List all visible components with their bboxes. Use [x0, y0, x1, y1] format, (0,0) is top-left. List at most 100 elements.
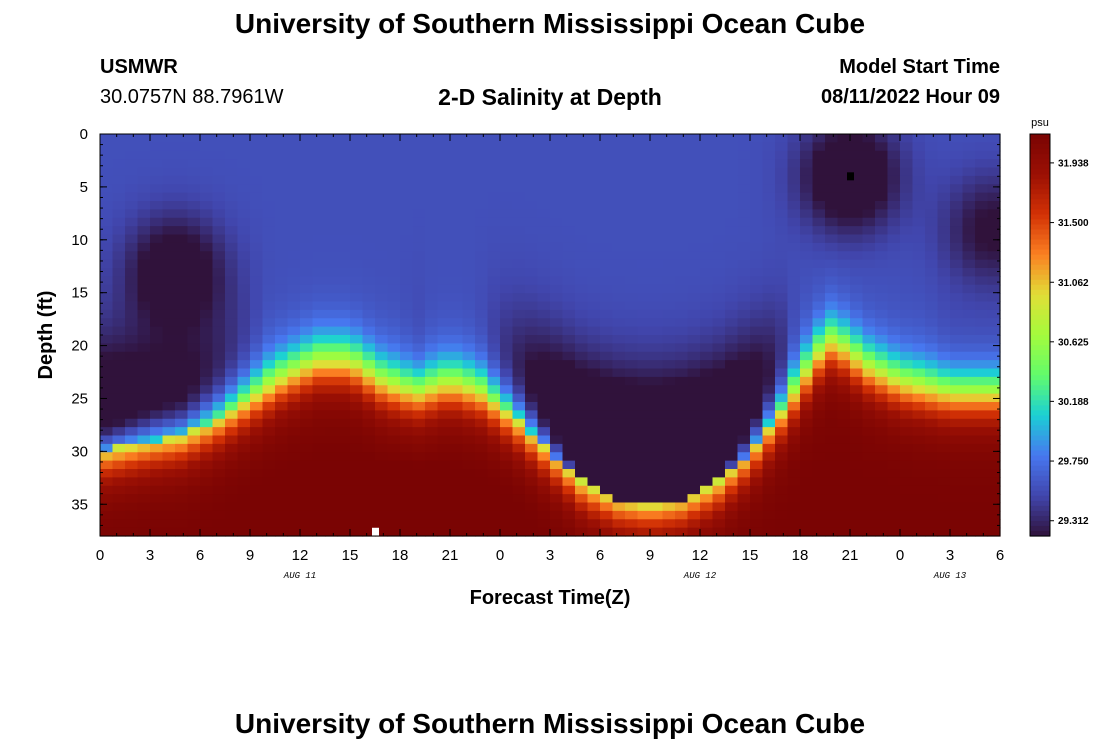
y-tick-label: 30 — [71, 443, 88, 460]
heatmap-cell — [162, 343, 176, 353]
heatmap-cell — [387, 452, 401, 462]
heatmap-cell — [875, 402, 889, 411]
heatmap-cell — [712, 469, 726, 478]
heatmap-cell — [362, 410, 376, 420]
heatmap-cell — [337, 184, 351, 194]
heatmap-cell — [575, 360, 589, 370]
heatmap-cell — [287, 510, 301, 520]
colorbar-segment — [1030, 239, 1050, 246]
heatmap-cell — [625, 259, 639, 269]
heatmap-cell — [437, 293, 451, 303]
heatmap-cell — [850, 335, 864, 344]
heatmap-cell — [150, 519, 164, 529]
heatmap-cell — [775, 360, 789, 370]
heatmap-cell — [962, 234, 976, 244]
heatmap-cell — [262, 175, 276, 185]
colorbar-segment — [1030, 530, 1050, 537]
heatmap-cell — [250, 435, 264, 445]
heatmap-cell — [762, 209, 776, 219]
heatmap-cell — [412, 418, 426, 428]
heatmap-cell — [437, 343, 451, 353]
heatmap-cell — [112, 402, 126, 411]
heatmap-cell — [375, 510, 389, 520]
heatmap-cell — [500, 242, 514, 252]
heatmap-cell — [450, 427, 464, 437]
heatmap-cell — [662, 276, 676, 286]
heatmap-cell — [662, 393, 676, 403]
heatmap-cell — [725, 510, 739, 520]
heatmap-cell — [762, 293, 776, 303]
heatmap-cell — [762, 259, 776, 269]
heatmap-cell — [462, 276, 476, 286]
heatmap-cell — [687, 460, 701, 470]
heatmap-cell — [800, 326, 814, 336]
heatmap-cell — [100, 494, 114, 504]
heatmap-cell — [475, 360, 489, 370]
heatmap-cell — [225, 368, 239, 378]
heatmap-cell — [425, 301, 439, 311]
heatmap-cell — [550, 368, 564, 378]
heatmap-cell — [700, 385, 714, 395]
heatmap-cell — [387, 494, 401, 504]
heatmap-cell — [750, 142, 764, 152]
heatmap-cell — [887, 335, 901, 344]
heatmap-cell — [850, 452, 864, 462]
heatmap-cell — [937, 519, 951, 529]
heatmap-cell — [637, 226, 651, 236]
heatmap-cell — [150, 268, 164, 277]
heatmap-cell — [787, 519, 801, 529]
colorbar-segment — [1030, 199, 1050, 205]
heatmap-cell — [712, 175, 726, 185]
heatmap-cell — [975, 134, 989, 143]
heatmap-cell — [675, 376, 689, 386]
heatmap-cell — [812, 402, 826, 411]
heatmap-cell — [200, 226, 214, 236]
heatmap-cell — [537, 201, 551, 210]
heatmap-cell — [175, 435, 189, 445]
heatmap-cell — [762, 192, 776, 202]
heatmap-cell — [175, 510, 189, 520]
heatmap-cell — [700, 368, 714, 378]
heatmap-cell — [400, 393, 414, 403]
heatmap-cell — [125, 410, 139, 420]
heatmap-cell — [612, 527, 626, 537]
heatmap-cell — [887, 309, 901, 319]
heatmap-cell — [137, 134, 151, 143]
heatmap-cell — [587, 251, 601, 261]
heatmap-cell — [537, 385, 551, 395]
heatmap-cell — [787, 485, 801, 495]
heatmap-cell — [987, 142, 1001, 152]
heatmap-cell — [237, 318, 251, 328]
heatmap-cell — [450, 385, 464, 395]
heatmap-cell — [825, 351, 839, 361]
heatmap-cell — [412, 402, 426, 411]
heatmap-cell — [250, 142, 264, 152]
heatmap-cell — [712, 494, 726, 504]
heatmap-cell — [850, 234, 864, 244]
x-tick-label: 18 — [792, 547, 809, 564]
heatmap-cell — [325, 494, 339, 504]
colorbar-segment — [1030, 299, 1050, 306]
heatmap-cell — [775, 259, 789, 269]
heatmap-cell — [312, 301, 326, 311]
heatmap-cell — [750, 284, 764, 294]
heatmap-cell — [900, 276, 914, 286]
heatmap-cell — [450, 351, 464, 361]
heatmap-cell — [887, 485, 901, 495]
heatmap-cell — [400, 226, 414, 236]
heatmap-cell — [225, 259, 239, 269]
heatmap-cell — [812, 343, 826, 353]
heatmap-cell — [225, 318, 239, 328]
heatmap-cell — [925, 175, 939, 185]
heatmap-cell — [825, 443, 839, 453]
heatmap-cell — [950, 301, 964, 311]
heatmap-cell — [825, 376, 839, 386]
heatmap-cell — [725, 150, 739, 160]
heatmap-cell — [837, 251, 851, 261]
heatmap-cell — [900, 326, 914, 336]
heatmap-cell — [312, 360, 326, 370]
heatmap-cell — [812, 410, 826, 420]
heatmap-cell — [775, 460, 789, 470]
heatmap-cell — [950, 335, 964, 344]
heatmap-cell — [387, 234, 401, 244]
